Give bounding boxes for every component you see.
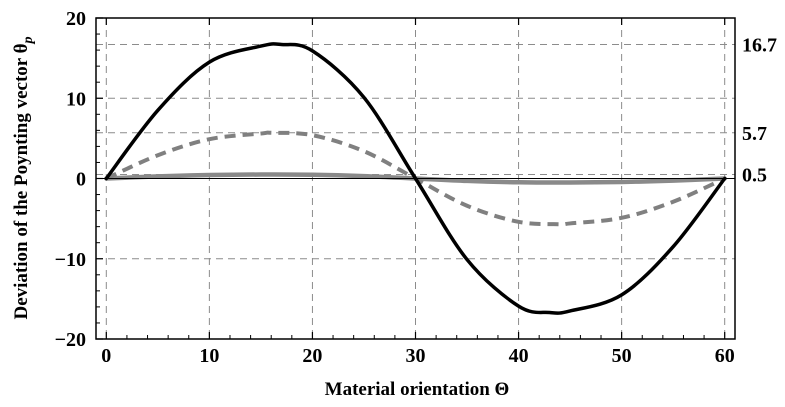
x-tick-label: 40	[509, 345, 529, 367]
reference-label: 16.7	[742, 34, 777, 56]
y-tick-label: −10	[55, 249, 86, 271]
y-tick-label: −20	[55, 329, 86, 351]
x-tick-labels: 0 10 20 30 40 50 60	[101, 345, 734, 367]
x-tick-label: 20	[302, 345, 322, 367]
x-tick-label: 0	[101, 345, 111, 367]
y-tick-label: 0	[76, 169, 86, 191]
x-tick-label: 30	[406, 345, 426, 367]
y-tick-labels: −20 −10 0 10 20	[55, 8, 86, 351]
reference-lines	[96, 43, 735, 175]
x-axis-title: Material orientation Θ	[325, 379, 510, 400]
reference-label: 0.5	[742, 164, 767, 186]
plot-frame	[95, 17, 736, 340]
y-axis-title-text: Deviation of the Poynting vector θ	[11, 43, 32, 319]
x-tick-label: 10	[199, 345, 219, 367]
x-tick-label: 60	[715, 345, 735, 367]
y-tick-label: 20	[66, 8, 86, 30]
y-tick-label: 10	[66, 88, 86, 110]
reference-labels: 16.7 5.7 0.5	[742, 34, 777, 186]
y-axis-title-subscript: p	[21, 36, 36, 44]
y-axis-title: Deviation of the Poynting vector θp	[11, 36, 36, 319]
reference-label: 5.7	[742, 123, 767, 145]
x-tick-label: 50	[612, 345, 632, 367]
